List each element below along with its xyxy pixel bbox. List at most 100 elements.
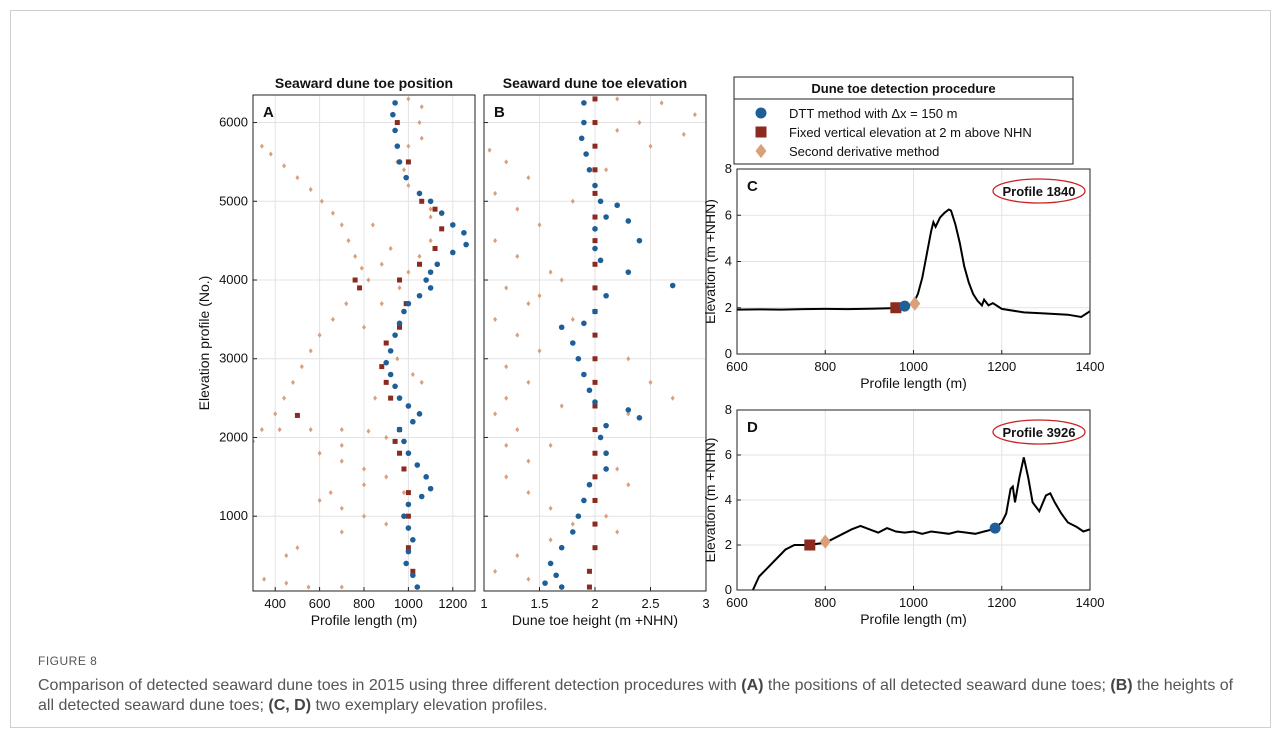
data-point	[432, 246, 438, 252]
data-point	[592, 545, 598, 551]
data-point	[383, 379, 389, 385]
data-point	[406, 182, 411, 189]
data-point	[592, 238, 598, 244]
y-axis-label: Elevation profile (No.)	[196, 276, 212, 411]
data-point	[625, 407, 632, 413]
data-point	[330, 316, 335, 322]
data-point	[290, 379, 295, 385]
data-point	[548, 269, 553, 275]
figure-caption: Comparison of detected seaward dune toes…	[38, 676, 1248, 716]
legend-item-label: DTT method with Δx = 150 m	[789, 106, 957, 121]
x-tick-label: 1200	[987, 595, 1016, 610]
data-point	[410, 371, 415, 378]
panel-c: 600 800 1000 1200 1400 0 2 4 6 8 Profile length (m…	[702, 161, 1104, 391]
data-point	[295, 545, 300, 551]
detected-toe-fixed	[890, 302, 902, 314]
data-point	[284, 552, 289, 559]
data-point	[427, 485, 434, 492]
data-point	[394, 143, 401, 149]
profile-line	[737, 208, 1090, 319]
data-point	[515, 206, 520, 212]
data-point	[405, 450, 412, 457]
data-point	[339, 584, 344, 590]
data-point	[405, 300, 412, 307]
data-point	[397, 285, 402, 291]
data-point	[383, 359, 390, 366]
data-point	[319, 198, 324, 204]
data-point	[405, 403, 412, 409]
data-point	[357, 285, 363, 291]
data-point	[603, 422, 609, 429]
data-point	[597, 257, 604, 264]
panel-d: 600 800 1000 1200 1400 0 2 4 6 8 Profile length (m…	[702, 402, 1104, 627]
data-point	[427, 269, 434, 275]
panel-title: Seaward dune toe elevation	[503, 75, 687, 91]
data-point	[558, 584, 565, 590]
data-point	[542, 580, 548, 586]
data-point	[392, 127, 398, 134]
data-point	[405, 548, 412, 555]
data-point	[592, 427, 598, 433]
data-point	[414, 462, 421, 468]
data-point	[581, 320, 587, 327]
detected-toe-dtt	[899, 300, 911, 312]
data-layer	[751, 457, 1090, 590]
data-point	[603, 292, 609, 299]
data-point	[428, 206, 433, 212]
x-tick-label: 400	[264, 596, 286, 611]
data-point	[615, 529, 620, 535]
data-point	[625, 218, 632, 224]
data-point	[515, 332, 520, 338]
data-point	[648, 379, 653, 385]
profile-line	[751, 457, 1090, 590]
data-point	[537, 222, 542, 228]
data-point	[559, 277, 564, 283]
data-point	[526, 379, 531, 385]
data-point	[592, 285, 598, 291]
data-point	[586, 568, 592, 574]
data-point	[592, 120, 598, 126]
data-point	[586, 166, 593, 173]
x-tick-label: 800	[814, 595, 836, 610]
data-point	[344, 301, 349, 307]
data-point	[392, 100, 398, 106]
data-point	[419, 135, 424, 141]
detected-toe-dtt	[989, 522, 1001, 534]
data-point	[417, 261, 422, 267]
data-point	[581, 119, 587, 126]
data-point	[493, 190, 498, 197]
data-point	[273, 411, 278, 417]
data-point	[419, 104, 424, 110]
data-point	[366, 277, 371, 283]
data-point	[626, 482, 631, 488]
y-tick-label: 2	[725, 537, 732, 552]
data-point	[570, 316, 575, 322]
data-point	[428, 238, 433, 244]
data-point	[410, 572, 416, 579]
data-point	[418, 493, 425, 500]
y-tick-label: 6000	[219, 115, 248, 130]
x-tick-label: 600	[726, 595, 748, 610]
data-point	[379, 364, 385, 370]
data-point	[450, 222, 456, 228]
data-point	[626, 356, 631, 362]
data-point	[615, 127, 620, 134]
data-point	[604, 167, 609, 173]
x-tick-label: 600	[726, 359, 748, 374]
data-point	[362, 513, 366, 519]
legend: Dune toe detection procedure DTT method w…	[733, 76, 1074, 165]
data-point	[592, 190, 598, 196]
data-point	[294, 412, 300, 418]
y-tick-label: 6	[725, 207, 732, 222]
data-point	[388, 245, 393, 252]
data-point	[259, 427, 264, 433]
data-point	[397, 277, 403, 283]
data-point	[295, 175, 300, 181]
data-layer	[487, 96, 697, 590]
data-point	[362, 482, 366, 488]
y-tick-label: 8	[725, 402, 732, 417]
data-point	[493, 316, 498, 322]
panel-letter: D	[747, 419, 758, 436]
data-point	[401, 167, 406, 173]
data-point	[379, 261, 384, 267]
